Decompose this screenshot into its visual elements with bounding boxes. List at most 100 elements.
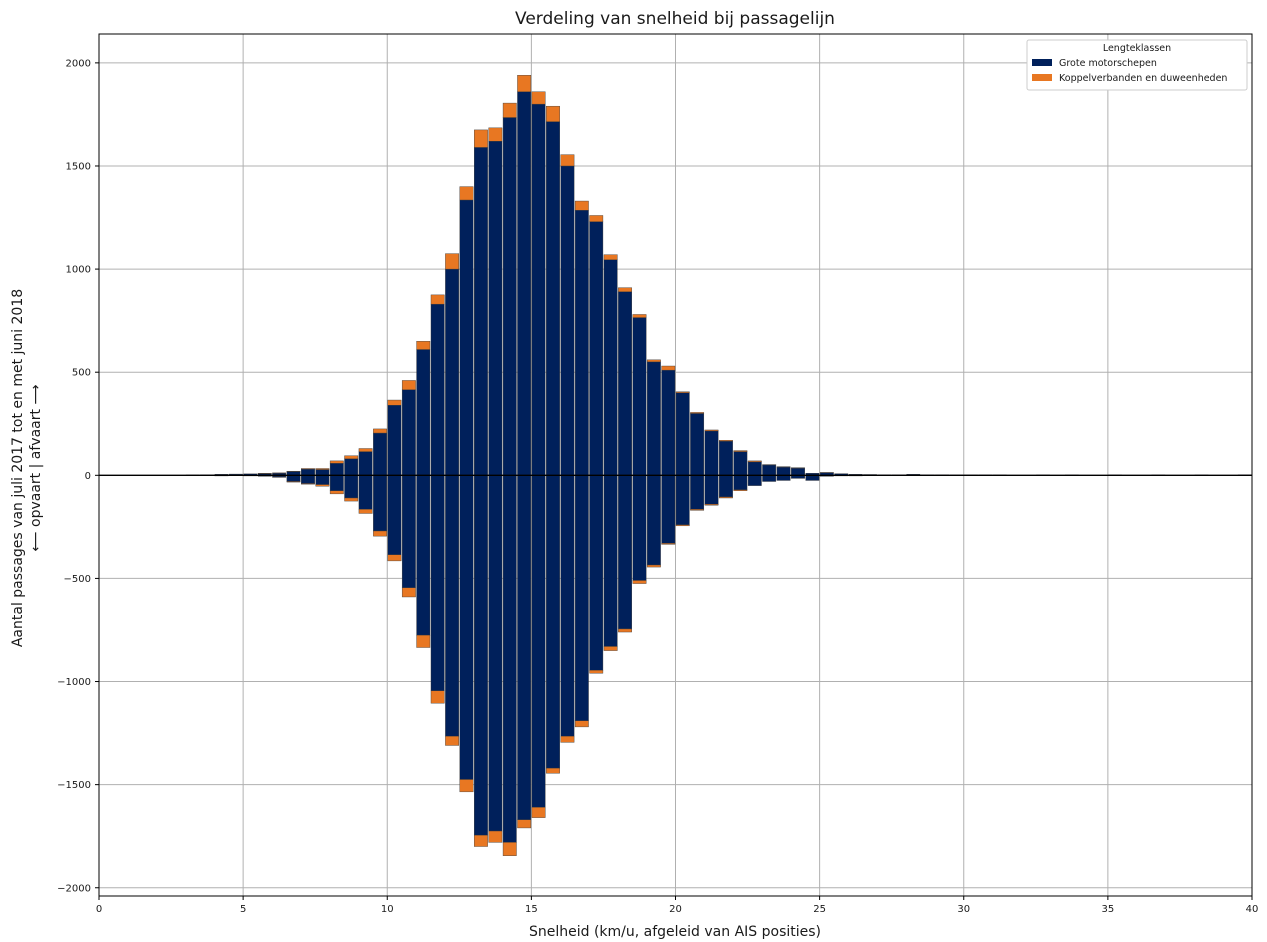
bar-down-grote-motorschepen: [661, 475, 676, 544]
bar-down-koppelverbanden: [286, 481, 301, 483]
bar-up-grote-motorschepen: [690, 413, 705, 476]
bar-down-grote-motorschepen: [603, 475, 618, 647]
x-tick-label: 15: [525, 904, 538, 915]
bar-up-koppelverbanden: [474, 129, 488, 148]
bar-up-grote-motorschepen: [776, 466, 791, 476]
bar-down-koppelverbanden: [358, 509, 373, 514]
bar-down-koppelverbanden: [574, 720, 589, 728]
bar-down-grote-motorschepen: [315, 475, 330, 485]
bar-up-koppelverbanden: [344, 455, 359, 460]
bar-down-grote-motorschepen: [459, 475, 474, 780]
bar-up-grote-motorschepen: [791, 467, 805, 476]
bar-up-grote-motorschepen: [488, 141, 503, 476]
bar-down-koppelverbanden: [430, 690, 445, 704]
bar-down-koppelverbanden: [646, 564, 661, 568]
bar-down-grote-motorschepen: [387, 475, 402, 555]
bar-down-grote-motorschepen: [719, 475, 733, 498]
bar-down-koppelverbanden: [675, 524, 690, 527]
bar-up-grote-motorschepen: [747, 461, 762, 476]
bar-up-koppelverbanden: [589, 215, 604, 222]
bar-down-grote-motorschepen: [488, 475, 503, 832]
x-tick-label: 5: [240, 904, 246, 915]
bar-up-koppelverbanden: [719, 440, 733, 442]
x-axis-label: Snelheid (km/u, afgeleid van AIS positie…: [529, 924, 821, 940]
bar-down-koppelverbanden: [445, 735, 460, 746]
bar-up-koppelverbanden: [502, 102, 517, 118]
bar-up-grote-motorschepen: [719, 441, 733, 476]
bar-down-koppelverbanden: [401, 587, 416, 598]
chart-title: Verdeling van snelheid bij passagelijn: [515, 9, 835, 29]
bar-down-grote-motorschepen: [546, 475, 560, 769]
bar-up-koppelverbanden: [546, 105, 560, 122]
bar-up-grote-motorschepen: [517, 91, 532, 476]
legend-box: [1026, 39, 1248, 91]
bar-up-koppelverbanden: [387, 399, 402, 406]
bar-down-koppelverbanden: [704, 503, 719, 506]
bar-down-koppelverbanden: [719, 496, 733, 499]
bar-down-grote-motorschepen: [560, 475, 575, 737]
bar-up-koppelverbanden: [445, 253, 460, 270]
y-tick-label: 2000: [66, 58, 91, 69]
y-tick-label: 1500: [66, 161, 91, 172]
bar-down-grote-motorschepen: [574, 475, 589, 721]
bar-up-koppelverbanden: [704, 429, 719, 432]
bar-up-koppelverbanden: [560, 154, 575, 167]
bar-up-grote-motorschepen: [546, 121, 560, 476]
bar-down-grote-motorschepen: [747, 475, 762, 486]
bar-down-koppelverbanden: [459, 779, 474, 793]
bar-down-koppelverbanden: [301, 483, 315, 485]
bar-down-grote-motorschepen: [344, 475, 359, 499]
bar-up-koppelverbanden: [733, 450, 748, 452]
bar-down-koppelverbanden: [733, 489, 748, 491]
bar-up-grote-motorschepen: [387, 404, 402, 476]
bar-up-koppelverbanden: [603, 254, 618, 261]
bar-down-grote-motorschepen: [589, 475, 604, 671]
bar-up-grote-motorschepen: [329, 463, 344, 476]
bar-down-grote-motorschepen: [733, 475, 748, 490]
bar-down-koppelverbanden: [603, 646, 618, 651]
bar-down-grote-motorschepen: [358, 475, 373, 510]
x-tick-label: 25: [813, 904, 826, 915]
y-tick-label: −500: [64, 574, 91, 585]
bar-up-koppelverbanden: [488, 127, 503, 142]
bar-up-koppelverbanden: [373, 428, 387, 434]
bar-up-grote-motorschepen: [502, 117, 517, 476]
x-tick-label: 30: [957, 904, 970, 915]
bar-up-koppelverbanden: [618, 287, 632, 292]
bar-up-grote-motorschepen: [618, 291, 632, 476]
bar-down-grote-motorschepen: [445, 475, 460, 737]
bar-down-koppelverbanden: [344, 497, 359, 502]
legend-swatch-koppelverbanden: [1032, 74, 1052, 81]
bar-up-grote-motorschepen: [445, 268, 460, 476]
y-tick-label: 1000: [66, 265, 91, 276]
bar-down-koppelverbanden: [416, 634, 431, 648]
bar-down-grote-motorschepen: [531, 475, 546, 808]
bar-down-koppelverbanden: [329, 490, 344, 495]
bar-down-koppelverbanden: [661, 543, 676, 545]
bar-down-grote-motorschepen: [690, 475, 705, 510]
bar-down-grote-motorschepen: [301, 475, 315, 484]
bar-up-grote-motorschepen: [560, 165, 575, 476]
x-tick-label: 10: [381, 904, 394, 915]
bar-down-grote-motorschepen: [474, 475, 488, 836]
y-axis-label-direction: ⟵ opvaart | afvaart ⟶: [28, 385, 44, 552]
bar-up-koppelverbanden: [675, 391, 690, 394]
legend-swatch-grote-motorschepen: [1032, 59, 1052, 66]
bar-up-koppelverbanden: [531, 91, 546, 105]
bar-up-grote-motorschepen: [301, 468, 315, 476]
legend-label-koppelverbanden: Koppelverbanden en duweenheden: [1059, 73, 1227, 84]
bar-up-grote-motorschepen: [574, 210, 589, 476]
bar-up-grote-motorschepen: [459, 199, 474, 476]
bar-up-koppelverbanden: [301, 468, 315, 470]
bar-up-grote-motorschepen: [733, 451, 748, 476]
bar-down-koppelverbanden: [632, 580, 647, 584]
bar-up-koppelverbanden: [315, 468, 330, 470]
bar-up-grote-motorschepen: [603, 259, 618, 476]
bar-up-grote-motorschepen: [358, 451, 373, 476]
bar-down-koppelverbanden: [488, 830, 503, 843]
bar-up-koppelverbanden: [517, 75, 532, 92]
bar-down-grote-motorschepen: [430, 475, 445, 692]
bar-down-grote-motorschepen: [286, 475, 301, 482]
x-tick-label: 20: [669, 904, 682, 915]
